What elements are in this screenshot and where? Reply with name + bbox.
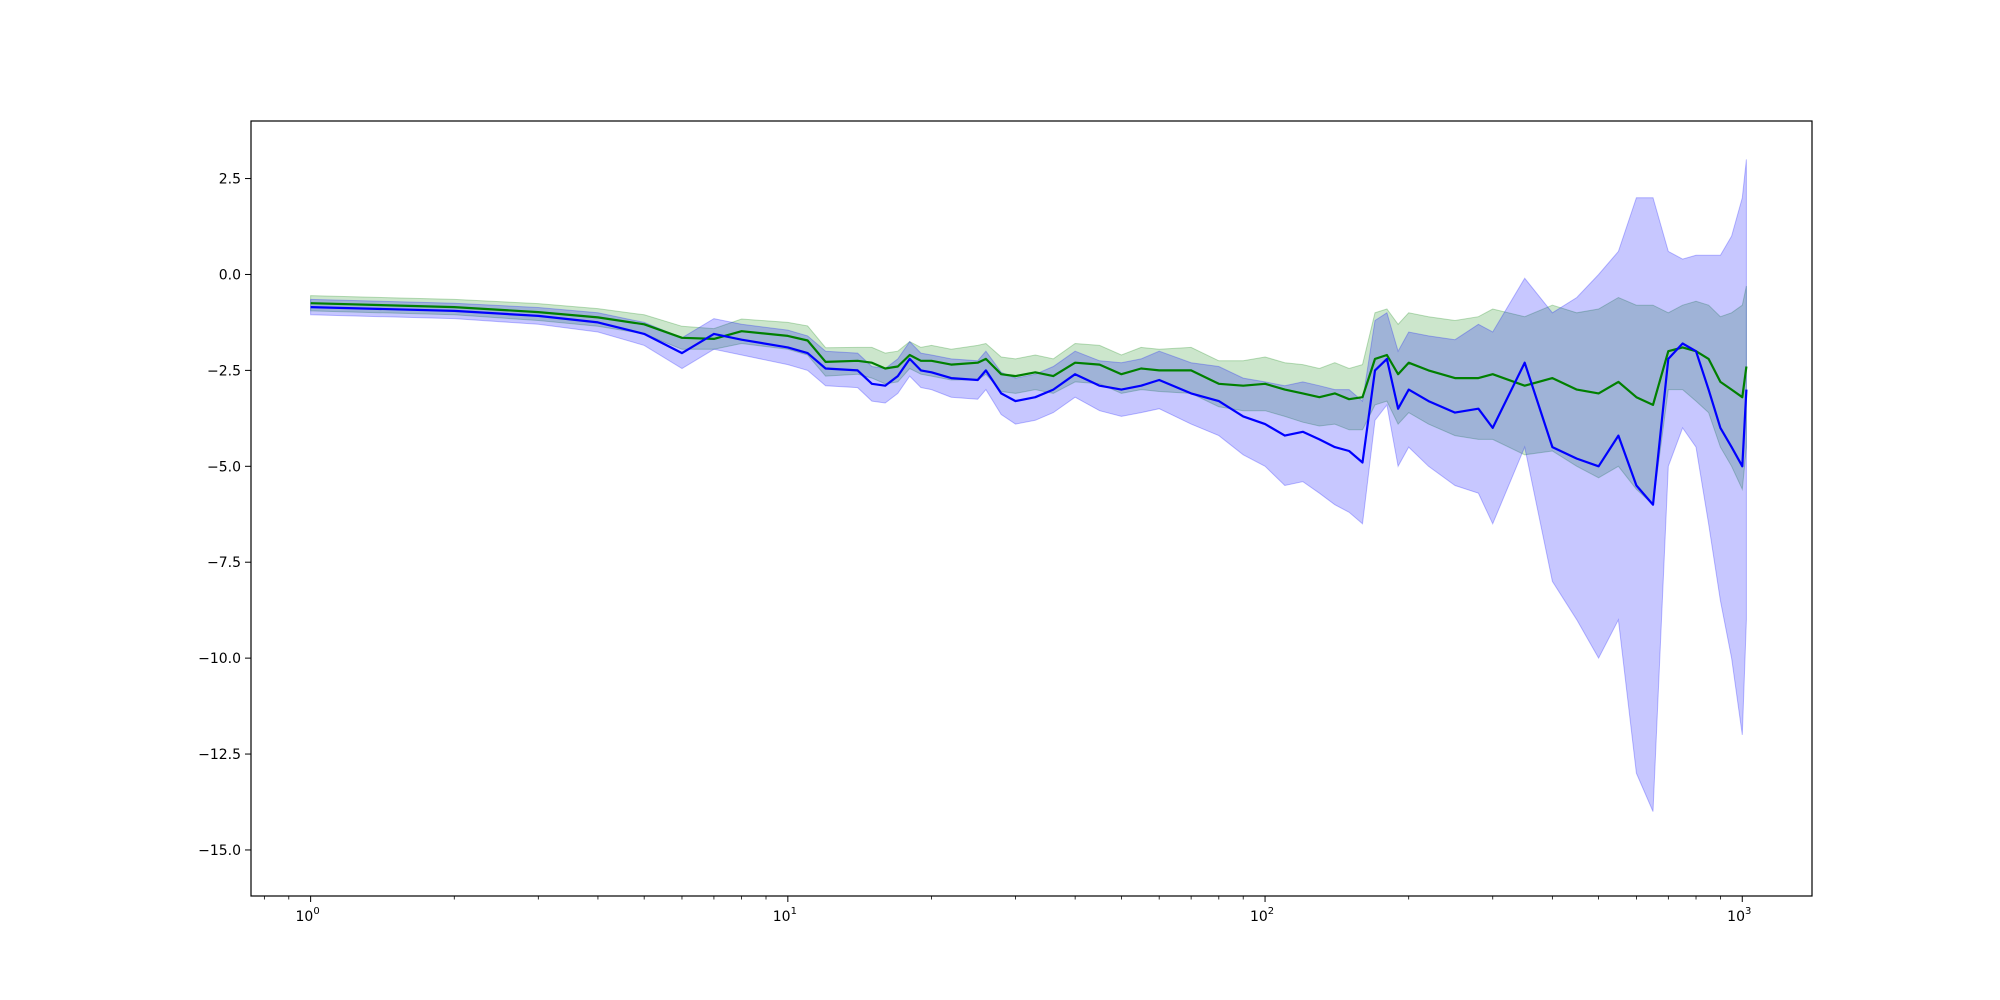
y-tick-label: −12.5 bbox=[198, 747, 241, 763]
series-1-band bbox=[310, 159, 1747, 812]
x-tick-label: 103 bbox=[1727, 906, 1751, 925]
x-axis: 100 101 102 103 bbox=[263, 896, 1751, 925]
y-tick-label: 2.5 bbox=[219, 172, 241, 188]
series-0-line bbox=[310, 302, 1748, 406]
y-axis: 2.5 0.0 −2.5 −5.0 −7.5 −10.0 −12.5 −15.0 bbox=[198, 172, 251, 859]
plot-frame bbox=[250, 120, 1813, 897]
x-tick-label: 100 bbox=[296, 906, 320, 925]
y-tick-label: −15.0 bbox=[198, 843, 241, 859]
y-tick-label: −5.0 bbox=[207, 459, 241, 475]
y-tick-label: −10.0 bbox=[198, 651, 241, 667]
x-tick-label: 102 bbox=[1250, 906, 1274, 925]
series-0-band bbox=[310, 285, 1747, 506]
x-tick-label: 101 bbox=[773, 906, 797, 925]
y-tick-label: 0.0 bbox=[219, 267, 241, 283]
series-lines bbox=[310, 302, 1748, 506]
y-tick-label: −7.5 bbox=[207, 555, 241, 571]
series-1-line bbox=[310, 306, 1748, 506]
confidence-bands bbox=[310, 159, 1747, 812]
y-tick-label: −2.5 bbox=[207, 363, 241, 379]
